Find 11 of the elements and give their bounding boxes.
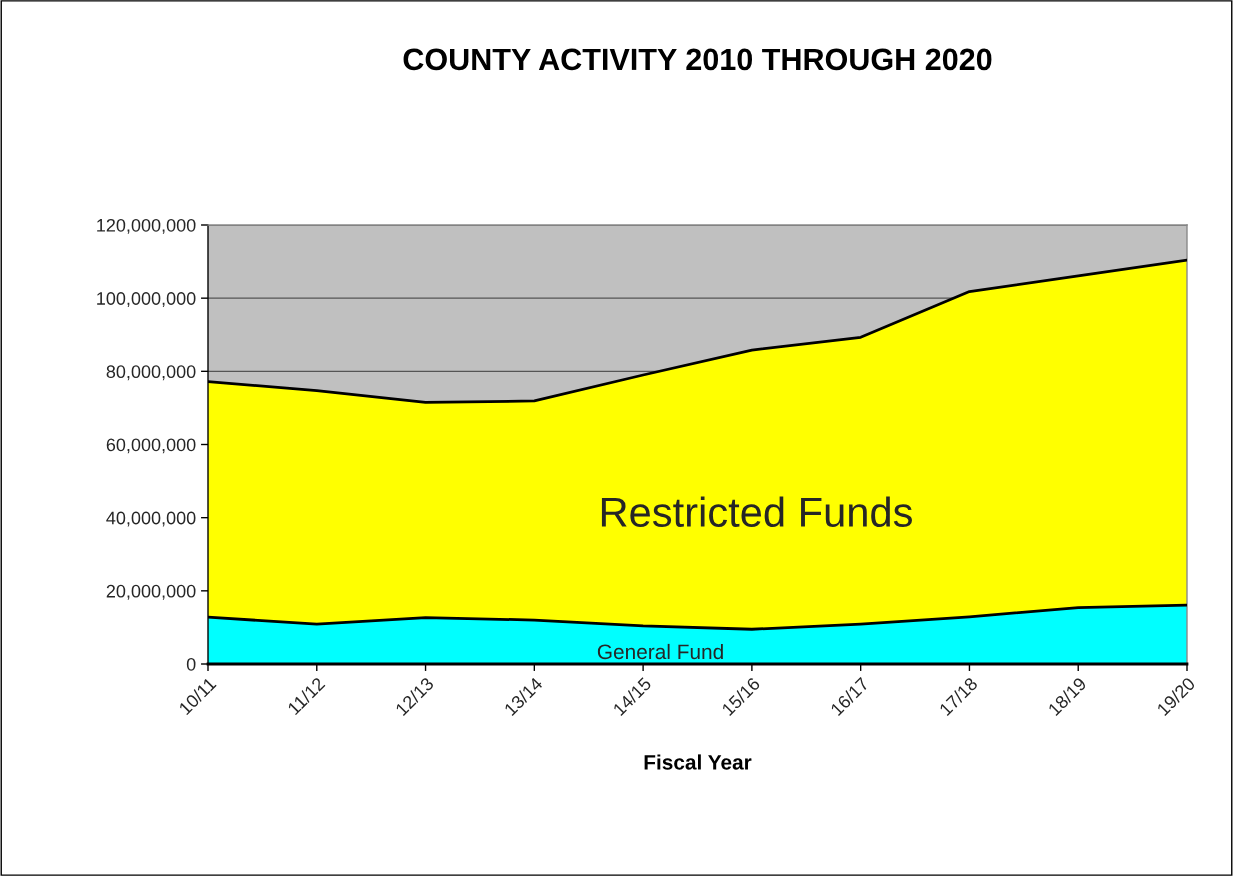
series-label: General Fund [597,643,723,660]
y-tick-label: 60,000,000 [106,438,196,454]
y-tick-label: 100,000,000 [97,292,196,308]
y-tick-label: 40,000,000 [106,511,196,527]
chart-title: COUNTY ACTIVITY 2010 THROUGH 2020 [403,48,992,71]
x-axis-title: Fiscal Year [644,754,752,770]
y-tick-label: 120,000,000 [97,218,196,234]
y-tick-label: 80,000,000 [106,365,196,381]
y-tick-label: 20,000,000 [106,584,196,600]
series-label: Restricted Funds [601,496,912,528]
y-tick-label: 0 [186,657,196,671]
